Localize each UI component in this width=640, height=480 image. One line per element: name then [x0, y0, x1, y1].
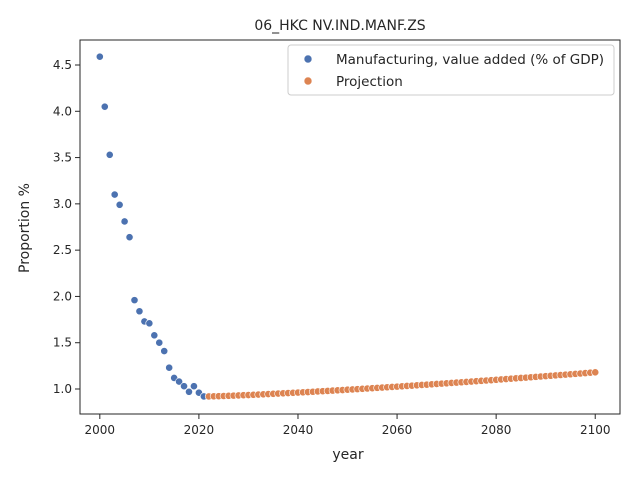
- data-point-projection: [591, 368, 600, 377]
- data-point-actual: [175, 377, 183, 386]
- plot-area: 2000 2020 2040 2060 2080 2100 1.0 1.5 2.0 2.5 3.0 3…: [53, 39, 621, 437]
- y-tick-label: 1.5: [53, 336, 72, 350]
- data-point-actual: [155, 338, 164, 347]
- x-tick-label: 2100: [580, 423, 611, 437]
- data-point-actual: [150, 331, 159, 340]
- x-tick-label: 2060: [382, 423, 413, 437]
- data-point-actual: [180, 382, 188, 391]
- legend-marker: [303, 54, 313, 64]
- data-point-actual: [165, 363, 174, 372]
- y-tick-label: 3.0: [53, 197, 72, 211]
- data-point-actual: [130, 296, 139, 305]
- data-point-actual: [120, 217, 129, 226]
- y-tick-label: 4.5: [53, 58, 72, 72]
- data-point-actual: [110, 190, 119, 199]
- axes-frame: [79, 39, 621, 415]
- y-axis-label: Proportion %: [17, 183, 33, 273]
- y-tick-label: 2.5: [53, 243, 72, 257]
- data-point-actual: [115, 200, 124, 209]
- y-tick-label: 2.0: [53, 289, 72, 303]
- y-tick-label: 3.5: [53, 151, 72, 165]
- x-tick-label: 2040: [283, 423, 314, 437]
- data-point-actual: [95, 52, 104, 61]
- x-tick-label: 2020: [184, 423, 215, 437]
- legend-label: Manufacturing, value added (% of GDP): [336, 52, 604, 68]
- data-point-actual: [185, 387, 193, 396]
- x-tick-label: 2000: [85, 423, 116, 437]
- data-point-actual: [100, 102, 109, 111]
- data-point-actual: [105, 150, 114, 159]
- y-tick-label: 1.0: [53, 382, 72, 396]
- data-point-actual: [125, 233, 134, 242]
- x-tick-label: 2080: [481, 423, 512, 437]
- data-point-actual: [145, 319, 154, 328]
- data-point-actual: [160, 347, 169, 355]
- legend-marker: [303, 76, 313, 86]
- chart-title: 06_HKC NV.IND.MANF.ZS: [254, 18, 425, 34]
- y-tick-label: 4.0: [53, 104, 72, 118]
- legend-label: Projection: [336, 74, 403, 90]
- data-point-actual: [135, 307, 144, 316]
- data-point-actual: [190, 382, 198, 391]
- x-axis-label: year: [332, 447, 363, 463]
- legend: Manufacturing, value added (% of GDP) Pro…: [287, 44, 615, 96]
- legend-box: [287, 44, 615, 96]
